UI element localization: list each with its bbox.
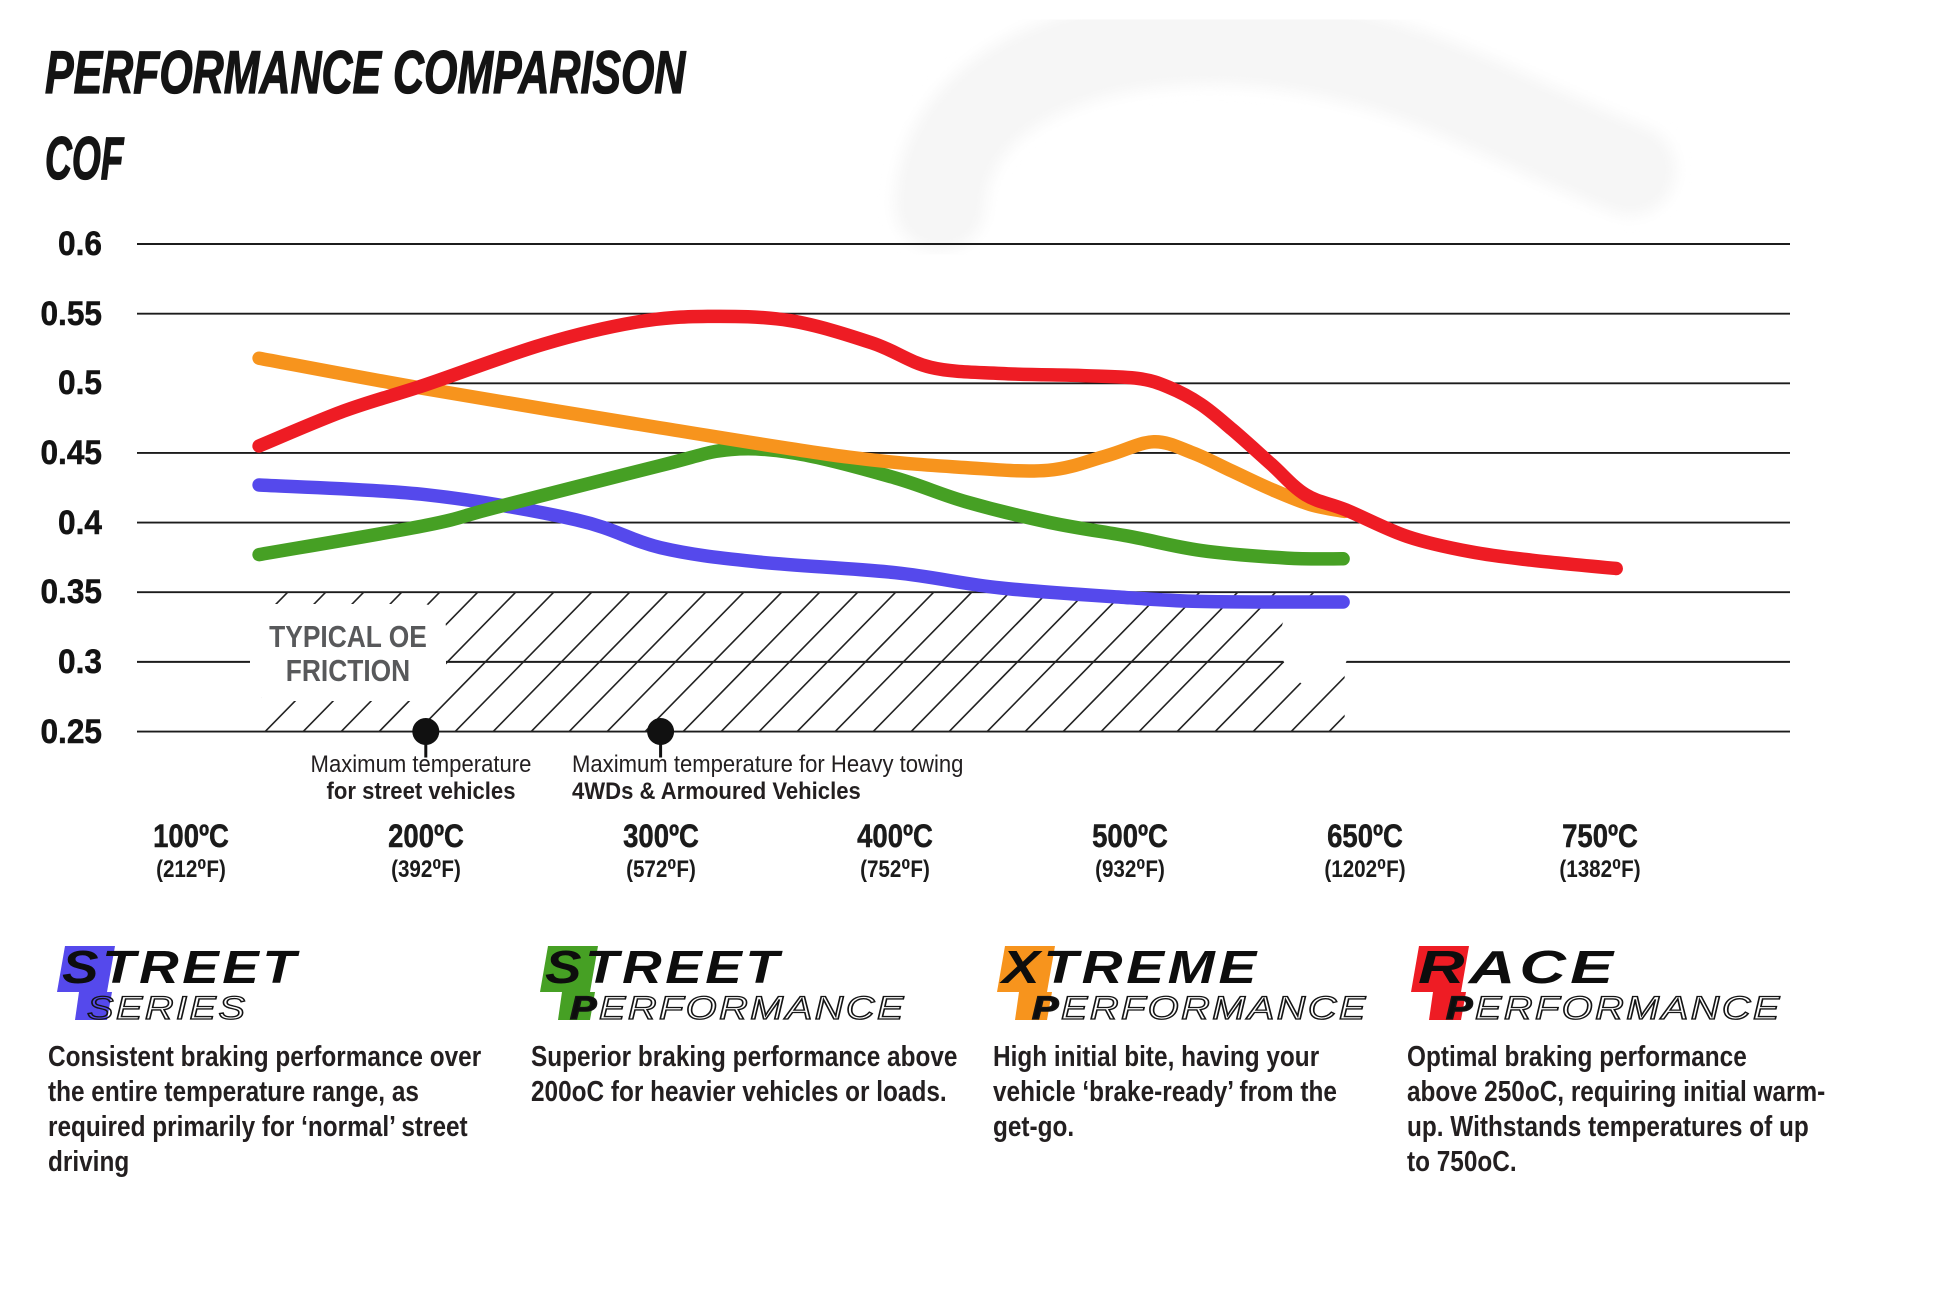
x-tick-label: 750ºC (1382⁰F): [1559, 818, 1641, 883]
y-tick-label: 0.5: [58, 364, 102, 403]
y-tick-label: 0.35: [40, 573, 102, 612]
y-tick-label: 0.55: [40, 294, 102, 333]
series-race-performance: [252, 309, 1623, 576]
annotation-max-temp-street: Maximum temperature for street vehicles: [310, 751, 532, 805]
legend-title: STREET: [545, 941, 783, 993]
race-performance-flag-icon: [1411, 946, 1469, 1020]
legend-subtitle: SERIES: [86, 989, 248, 1026]
halo: [1280, 595, 1350, 687]
x-tick-label: 100ºC (212⁰F): [153, 818, 229, 883]
annotation-dot: [412, 718, 440, 746]
xtreme-performance-flag-icon: [997, 946, 1055, 1020]
y-tick-label: 0.45: [40, 433, 102, 473]
y-tick-label: 0.25: [40, 712, 102, 751]
legend-subtitle: PERFORMANCE: [1445, 989, 1782, 1026]
series-xtreme-performance: [252, 351, 1352, 519]
legend-subtitle: PERFORMANCE: [1031, 989, 1368, 1026]
x-tick-label: 300ºC (572⁰F): [622, 818, 699, 883]
halo: [130, 335, 400, 427]
series-street-performance: [252, 442, 1350, 566]
oe-friction-zone-label: TYPICAL OE FRICTION: [269, 619, 427, 688]
x-tick-label: 400ºC (752⁰F): [857, 818, 934, 883]
oe-friction-zone: [261, 592, 1345, 732]
y-tick-label: 0.4: [58, 503, 102, 542]
legend-description: Superior braking performance above 200oC…: [531, 1041, 958, 1108]
watermark-swoosh: [894, 0, 1676, 257]
street-series-flag-icon: [57, 946, 115, 1020]
legend-description: High initial bite, having your vehicle ‘…: [993, 1041, 1337, 1143]
y-tick-label: 0.3: [58, 642, 102, 682]
x-tick-label: 200ºC (392⁰F): [387, 818, 464, 883]
x-tick-label: 500ºC (932⁰F): [1092, 818, 1169, 883]
street-performance-flag-icon: [540, 946, 598, 1020]
page-title: PERFORMANCE COMPARISON: [45, 38, 686, 106]
y-axis-title: COF: [45, 124, 124, 192]
legend-title: STREET: [62, 941, 300, 993]
annotation-max-temp-towing: Maximum temperature for Heavy towing 4WD…: [572, 751, 964, 805]
annotation-dot: [647, 718, 675, 746]
legend-title: RACE: [1418, 941, 1618, 993]
legend-subtitle: PERFORMANCE: [569, 989, 906, 1026]
y-tick-label: 0.6: [58, 225, 102, 264]
legend-title: XTREME: [1002, 941, 1260, 993]
legend-description: Optimal braking performance above 250oC,…: [1407, 1041, 1826, 1178]
legend-description: Consistent braking performance over the …: [48, 1041, 482, 1178]
oe-label-backdrop: [250, 604, 446, 701]
x-tick-label: 650ºC (1202⁰F): [1324, 818, 1406, 883]
